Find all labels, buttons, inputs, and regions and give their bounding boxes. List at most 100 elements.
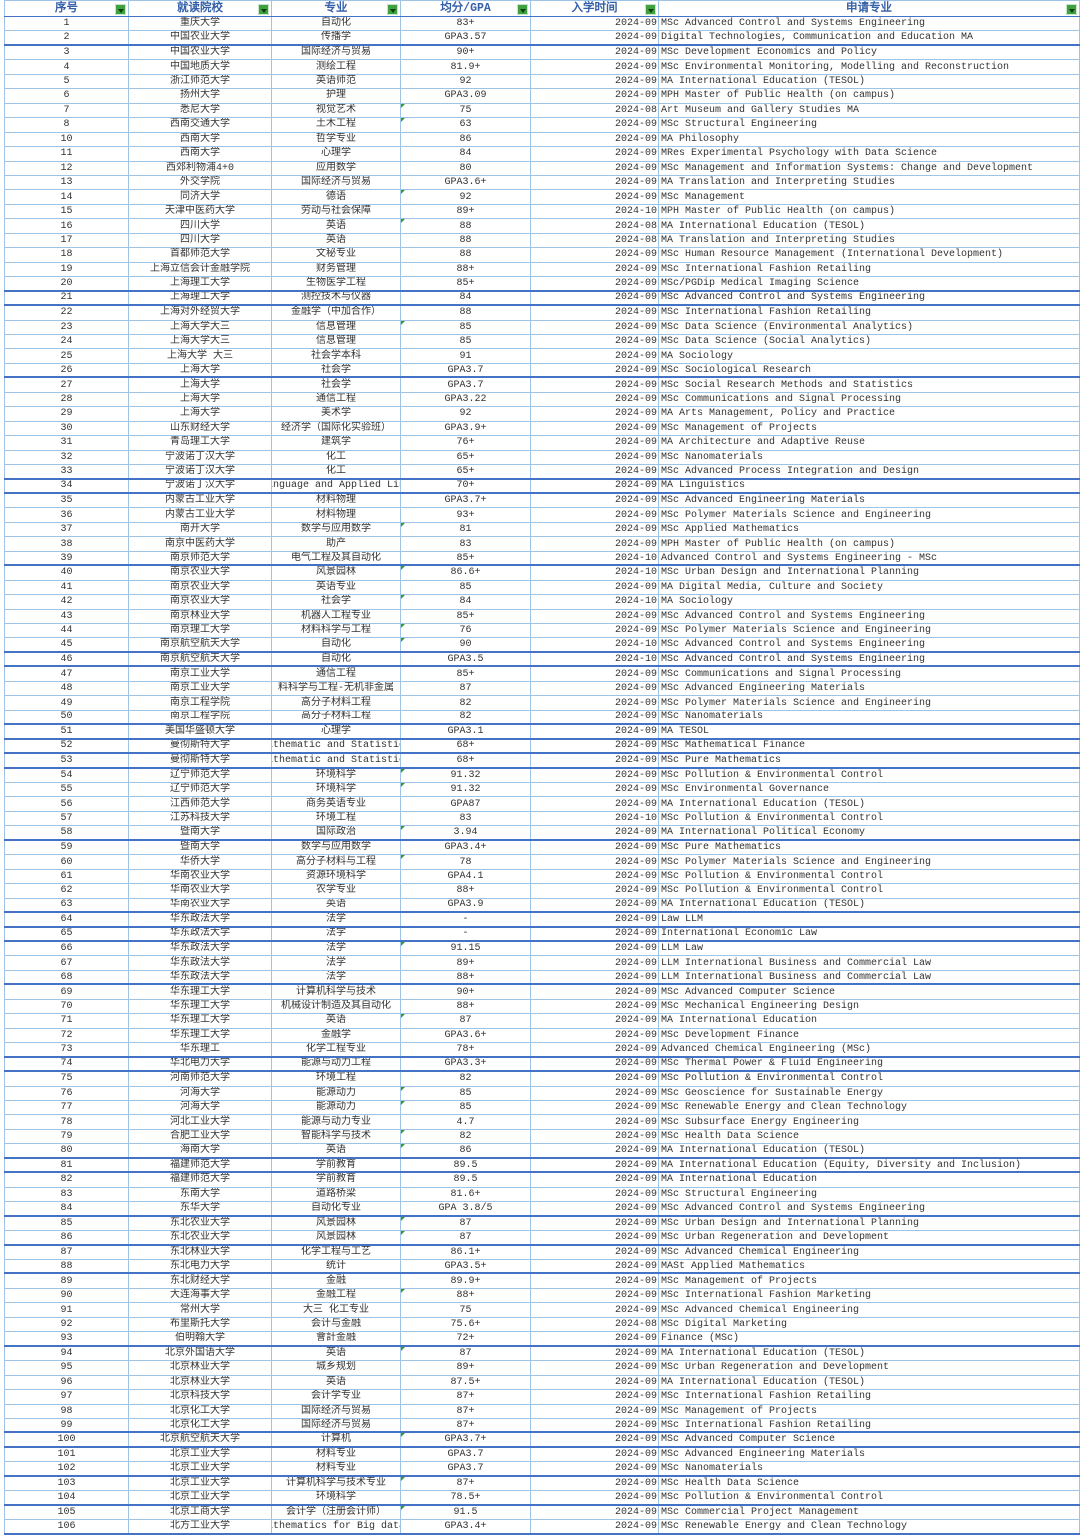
cell-date[interactable]: 2024-09 [531, 89, 659, 103]
cell-major[interactable]: 材料物理 [272, 493, 401, 508]
cell-major[interactable]: 劳动与社会保障 [272, 204, 401, 219]
cell-gpa[interactable]: 86 [401, 1144, 531, 1157]
cell-index[interactable]: 18 [4, 248, 129, 262]
cell-index[interactable]: 40 [4, 566, 129, 580]
cell-index[interactable]: 43 [4, 609, 129, 624]
cell-index[interactable]: 82 [4, 1173, 129, 1187]
cell-date[interactable]: 2024-10 [531, 204, 659, 219]
cell-index[interactable]: 27 [4, 378, 129, 392]
cell-major[interactable]: 财务管理 [272, 262, 401, 277]
cell-index[interactable]: 32 [4, 450, 129, 465]
cell-major[interactable]: 法学 [272, 942, 401, 956]
cell-school[interactable]: 海南大学 [129, 1144, 272, 1157]
cell-gpa[interactable]: 87 [401, 681, 531, 696]
cell-school[interactable]: 浙江师范大学 [129, 74, 272, 89]
cell-school[interactable]: 华南农业大学 [129, 898, 272, 912]
cell-major[interactable]: 智能科学与技术 [272, 1129, 401, 1144]
cell-program[interactable]: MSc Pollution & Environmental Control [659, 811, 1080, 826]
cell-school[interactable]: 南京工业大学 [129, 681, 272, 696]
cell-school[interactable]: 辽宁师范大学 [129, 783, 272, 797]
cell-gpa[interactable]: 82 [401, 1072, 531, 1086]
cell-gpa[interactable]: GPA3.6+ [401, 175, 531, 190]
cell-index[interactable]: 26 [4, 363, 129, 377]
cell-school[interactable]: 上海立信会计金融学院 [129, 262, 272, 277]
cell-gpa[interactable]: 65+ [401, 465, 531, 478]
cell-school[interactable]: 宁波诺丁汉大学 [129, 465, 272, 478]
cell-school[interactable]: 南开大学 [129, 522, 272, 537]
cell-school[interactable]: 华东理工大学 [129, 1028, 272, 1043]
cell-school[interactable]: 上海大学 [129, 378, 272, 392]
cell-school[interactable]: 南京航空航天大学 [129, 638, 272, 651]
cell-school[interactable]: 华东政法大学 [129, 913, 272, 926]
cell-program[interactable]: MSc Health Data Science [659, 1129, 1080, 1144]
cell-major[interactable]: 会计学（注册会计师） [272, 1505, 401, 1520]
cell-program[interactable]: MSc Management and Information Systems: … [659, 161, 1080, 175]
cell-index[interactable]: 105 [4, 1505, 129, 1520]
cell-date[interactable]: 2024-09 [531, 681, 659, 696]
cell-date[interactable]: 2024-09 [531, 1216, 659, 1231]
cell-major[interactable]: 自动化 [272, 652, 401, 666]
cell-program[interactable]: MSc Pollution & Environmental Control [659, 768, 1080, 783]
cell-program[interactable]: MSc Advanced Chemical Engineering [659, 1303, 1080, 1317]
cell-major[interactable]: 国际经济与贸易 [272, 1418, 401, 1432]
cell-gpa[interactable]: 87 [401, 1014, 531, 1028]
cell-program[interactable]: MSc International Fashion Retailing [659, 1418, 1080, 1432]
cell-school[interactable]: 重庆大学 [129, 17, 272, 31]
cell-school[interactable]: 河南师范大学 [129, 1072, 272, 1086]
cell-date[interactable]: 2024-09 [531, 1057, 659, 1071]
cell-gpa[interactable]: GPA3.4+ [401, 840, 531, 855]
cell-date[interactable]: 2024-09 [531, 407, 659, 421]
cell-program[interactable]: MA International Political Economy [659, 826, 1080, 839]
cell-gpa[interactable]: 83 [401, 811, 531, 826]
cell-gpa[interactable]: 75 [401, 1303, 531, 1317]
cell-date[interactable]: 2024-09 [531, 1072, 659, 1086]
cell-major[interactable]: 德语 [272, 190, 401, 204]
cell-date[interactable]: 2024-09 [531, 826, 659, 839]
cell-major[interactable]: athematics for Big data [272, 1520, 401, 1533]
cell-major[interactable]: 风景园林 [272, 1231, 401, 1244]
cell-program[interactable]: MSc Communications and Signal Processing [659, 667, 1080, 681]
cell-program[interactable]: MSc Polymer Materials Science and Engine… [659, 624, 1080, 638]
cell-index[interactable]: 81 [4, 1158, 129, 1172]
cell-gpa[interactable]: 68+ [401, 754, 531, 767]
cell-date[interactable]: 2024-09 [531, 1173, 659, 1187]
cell-major[interactable]: 经济学（国际化实验班） [272, 421, 401, 436]
cell-major[interactable]: 大三 化工专业 [272, 1303, 401, 1317]
cell-date[interactable]: 2024-09 [531, 1274, 659, 1288]
cell-school[interactable]: 江西师范大学 [129, 797, 272, 811]
header-cell-school[interactable]: 就读院校 [129, 1, 272, 16]
cell-program[interactable]: MSc Renewable Energy and Clean Technolog… [659, 1520, 1080, 1533]
cell-program[interactable]: MSc Communications and Signal Processing [659, 392, 1080, 407]
cell-index[interactable]: 77 [4, 1100, 129, 1115]
cell-index[interactable]: 15 [4, 204, 129, 219]
cell-gpa[interactable]: - [401, 913, 531, 926]
cell-index[interactable]: 67 [4, 956, 129, 970]
cell-major[interactable]: 料科学与工程-无机非金属 [272, 681, 401, 696]
cell-gpa[interactable]: 78.5+ [401, 1491, 531, 1504]
cell-program[interactable]: MSc Applied Mathematics [659, 522, 1080, 537]
cell-major[interactable]: 数学与应用数学 [272, 522, 401, 537]
cell-index[interactable]: 2 [4, 31, 129, 44]
cell-school[interactable]: 东北农业大学 [129, 1231, 272, 1244]
cell-index[interactable]: 75 [4, 1072, 129, 1086]
cell-gpa[interactable]: 76+ [401, 436, 531, 450]
cell-major[interactable]: 化工 [272, 465, 401, 478]
cell-gpa[interactable]: 87+ [401, 1390, 531, 1404]
cell-major[interactable]: 高分子材料工程 [272, 710, 401, 724]
cell-school[interactable]: 北京科技大学 [129, 1390, 272, 1404]
cell-school[interactable]: 外交学院 [129, 175, 272, 190]
cell-index[interactable]: 28 [4, 392, 129, 407]
cell-index[interactable]: 57 [4, 811, 129, 826]
cell-school[interactable]: 西郊利物浦4+0 [129, 161, 272, 175]
cell-school[interactable]: 北京工商大学 [129, 1505, 272, 1520]
cell-school[interactable]: 西南大学 [129, 132, 272, 147]
cell-index[interactable]: 60 [4, 855, 129, 869]
cell-major[interactable]: 环境工程 [272, 1072, 401, 1086]
cell-date[interactable]: 2024-09 [531, 45, 659, 60]
cell-date[interactable]: 2024-09 [531, 1346, 659, 1361]
cell-major[interactable]: 能源动力 [272, 1086, 401, 1100]
cell-gpa[interactable]: 68+ [401, 739, 531, 753]
cell-gpa[interactable]: 91.32 [401, 768, 531, 783]
cell-date[interactable]: 2024-09 [531, 970, 659, 984]
cell-program[interactable]: MSc Management of Projects [659, 421, 1080, 436]
